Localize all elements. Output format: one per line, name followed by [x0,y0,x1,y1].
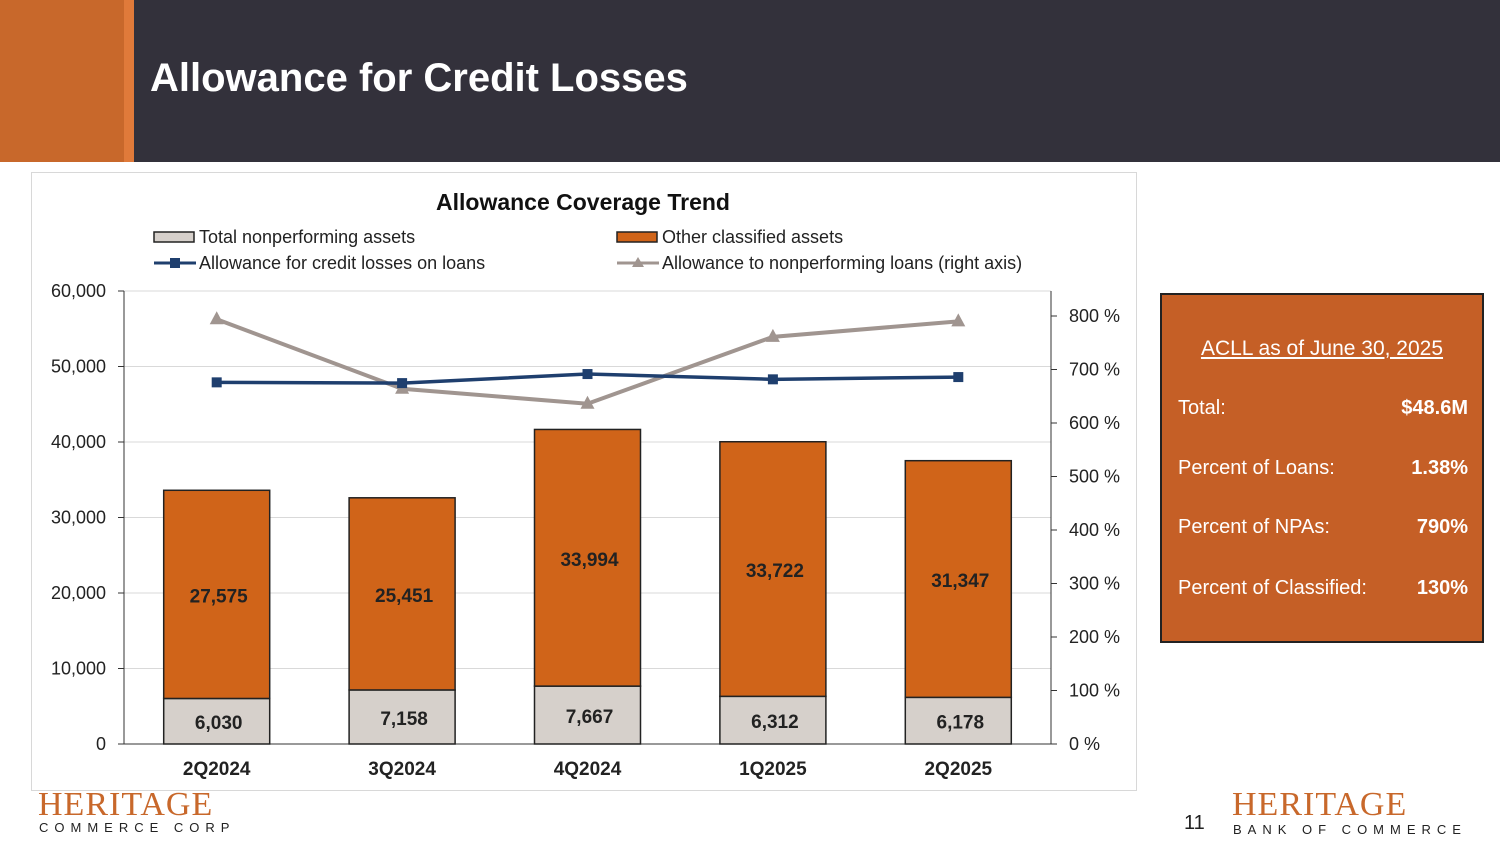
data-label-classified: 31,347 [931,571,989,592]
left-logo-subtitle: COMMERCE CORP [39,820,236,835]
data-label-classified: 27,575 [190,586,249,607]
allowance-marker [211,377,222,388]
panel-row-npas: Percent of NPAs: 790% [1178,516,1468,539]
right-tick-label: 400 % [1069,520,1120,540]
line-allowance-ratio [215,317,959,406]
row-label: Percent of Loans: [1178,457,1335,479]
bar-classified [348,497,456,691]
allowance-marker [953,372,964,383]
left-tick-label: 40,000 [51,432,106,452]
right-tick-label: 700 % [1069,360,1120,380]
header-accent [0,0,124,162]
legend-marker [632,257,644,267]
page-number: 11 [1184,812,1205,834]
row-value: 130% [1416,577,1468,599]
data-label-classified: 25,451 [375,586,434,607]
x-tick-label: 3Q2024 [368,759,436,780]
legend-swatch [616,231,658,243]
allowance-marker [582,369,593,380]
data-label-nonperforming: 6,178 [937,713,985,734]
bar-nonperforming [348,689,456,745]
right-tick-label: 800 % [1069,306,1120,326]
allowance-marker [397,378,408,389]
bar-nonperforming [904,696,1013,745]
header-bar: Allowance for Credit Losses [0,0,1500,162]
panel-heading: ACLL as of June 30, 2025 [1200,337,1444,360]
legend-swatch [153,231,195,243]
allowance-marker [767,374,778,385]
acll-summary-panel: ACLL as of June 30, 2025 Total: $48.6M Pe… [1160,293,1484,643]
row-value: 790% [1416,516,1468,538]
heritage-bank-logo: HERITAGE [1232,786,1408,823]
left-tick-label: 0 [96,734,106,754]
right-tick-label: 600 % [1069,413,1120,433]
right-logo-subtitle: BANK OF COMMERCE [1233,822,1467,837]
bar-nonperforming [162,697,271,745]
bar-nonperforming [719,695,827,745]
ratio-marker [765,328,780,342]
bar-classified [719,440,827,698]
bar-nonperforming [533,685,642,745]
panel-row-total: Total: $48.6M [1178,397,1468,420]
x-tick-label: 2Q2024 [183,759,251,780]
legend-label: Allowance to nonperforming loans (right … [662,253,1022,273]
legend-marker [170,258,180,268]
chart-title: Allowance Coverage Trend [436,189,730,215]
page-title: Allowance for Credit Losses [150,56,688,100]
x-tick-label: 4Q2024 [554,759,622,780]
right-tick-label: 300 % [1069,574,1120,594]
data-label-classified: 33,722 [746,561,804,582]
left-tick-label: 30,000 [51,508,106,528]
left-tick-label: 10,000 [51,659,106,679]
bar-classified [162,489,271,700]
row-value: 1.38% [1411,457,1468,479]
bar-classified [533,428,642,687]
legend-label: Other classified assets [662,227,843,247]
right-tick-label: 200 % [1069,627,1120,647]
data-label-nonperforming: 7,667 [566,707,614,728]
left-tick-label: 50,000 [51,357,106,377]
left-tick-label: 20,000 [51,583,106,603]
legend-label: Total nonperforming assets [199,227,415,247]
legend-label: Allowance for credit losses on loans [199,253,485,273]
heritage-commerce-corp-logo: HERITAGE [38,786,214,823]
data-label-nonperforming: 6,312 [751,712,799,733]
allowance-coverage-chart: Allowance Coverage Trend Total nonperform… [51,189,1120,780]
left-tick-label: 60,000 [51,281,106,301]
ratio-marker [580,395,595,409]
data-label-nonperforming: 7,158 [380,709,428,730]
row-label: Total: [1178,397,1226,419]
ratio-marker [209,311,224,325]
data-label-classified: 33,994 [560,550,619,571]
right-tick-label: 0 % [1069,734,1100,754]
bar-classified [904,459,1013,699]
row-label: Percent of NPAs: [1178,516,1330,538]
data-label-nonperforming: 6,030 [195,713,243,734]
ratio-marker [951,313,966,327]
row-value: $48.6M [1401,397,1468,419]
right-tick-label: 100 % [1069,681,1120,701]
panel-row-classified: Percent of Classified: 130% [1178,577,1468,600]
header-stripe [124,0,134,162]
right-tick-label: 500 % [1069,467,1120,487]
chart-container: Allowance Coverage Trend Total nonperform… [31,172,1137,791]
x-tick-label: 2Q2025 [924,759,992,780]
row-label: Percent of Classified: [1178,577,1367,599]
x-tick-label: 1Q2025 [739,759,807,780]
panel-row-loans: Percent of Loans: 1.38% [1178,457,1468,480]
